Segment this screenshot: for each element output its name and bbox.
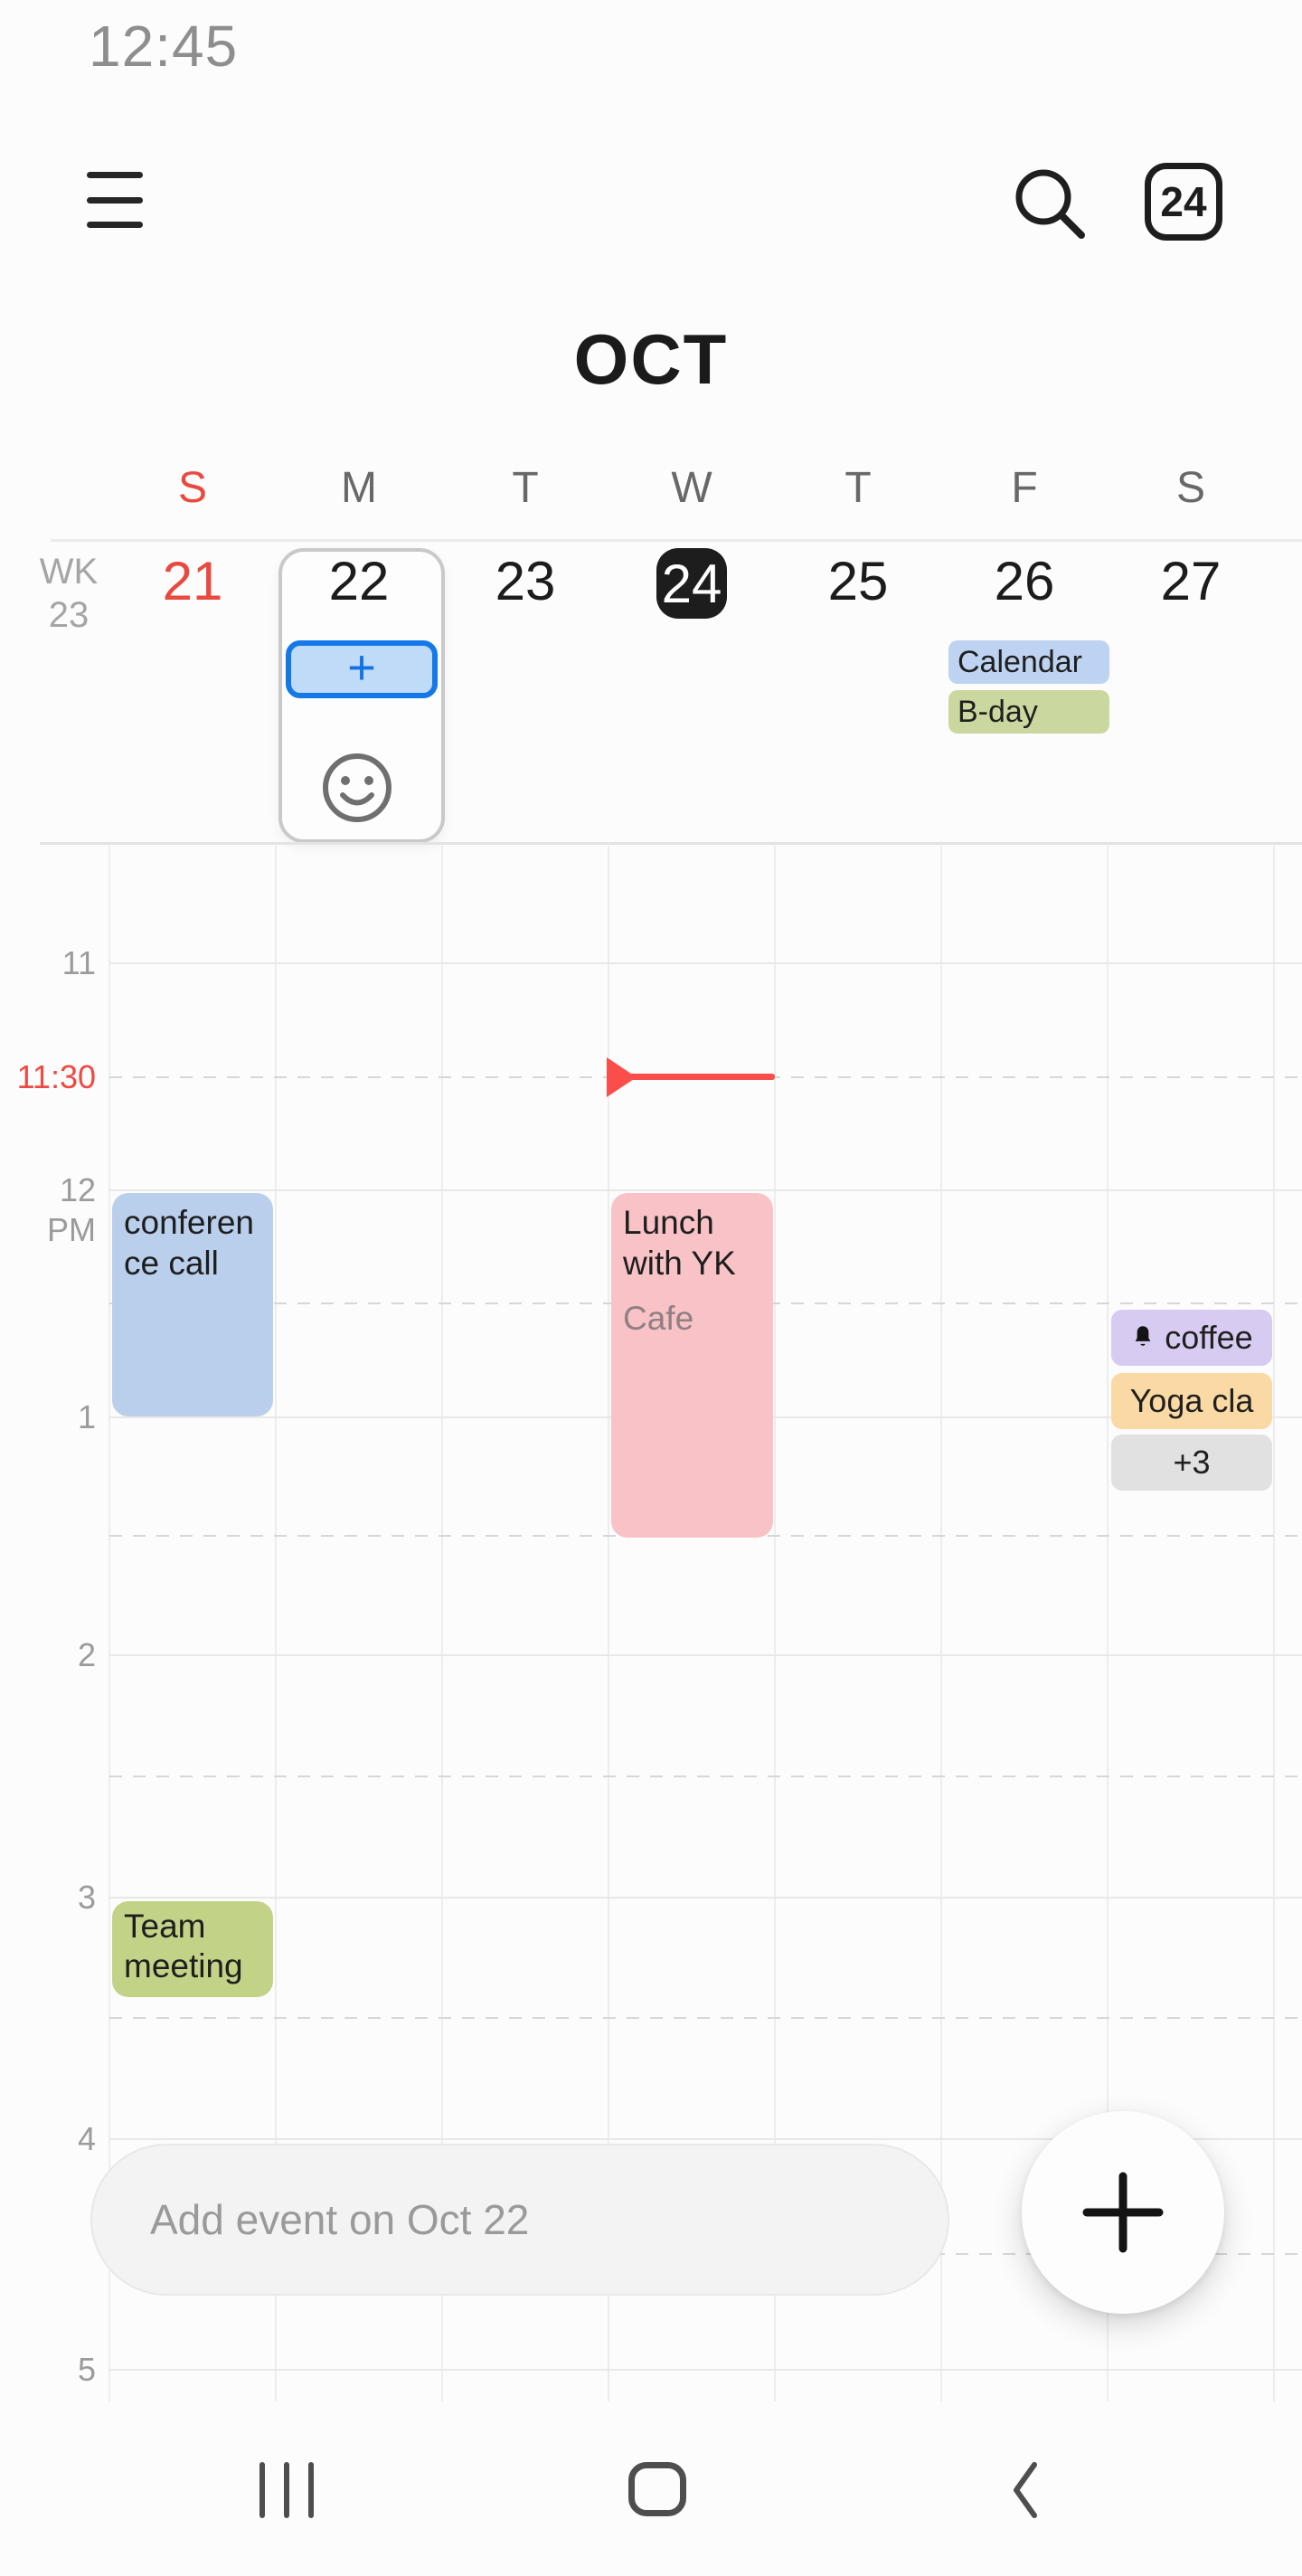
all-day-event-bday[interactable]: B-day: [948, 690, 1109, 734]
hour-gridline-12: [109, 1189, 1302, 1191]
hour-gridline-2: [109, 1654, 1302, 1656]
smiley-face-icon: [323, 753, 392, 822]
event-chip-yoga-class[interactable]: Yoga cla: [1111, 1373, 1272, 1429]
week-number-label: WK 23: [36, 550, 101, 637]
date-cell-23[interactable]: 23: [495, 551, 556, 611]
hamburger-menu-icon: [87, 196, 143, 204]
weekday-header-tue: T: [512, 464, 539, 512]
weekday-header-wed: W: [671, 464, 712, 512]
weekday-header-sat: S: [1175, 464, 1205, 512]
recent-apps-icon: [308, 2462, 314, 2518]
grid-column-line: [774, 846, 776, 2401]
hour-gridline-11: [109, 962, 1302, 964]
more-events-chip[interactable]: +3: [1111, 1435, 1272, 1491]
date-cell-26[interactable]: 26: [994, 551, 1055, 611]
all-day-event-calendar[interactable]: Calendar: [948, 640, 1109, 684]
hour-gridline-3: [109, 1897, 1302, 1899]
date-cell-24-today[interactable]: 24: [656, 548, 727, 619]
back-button[interactable]: [1009, 2460, 1042, 2520]
grid-column-line: [1107, 846, 1109, 2401]
add-sticker-button[interactable]: [320, 751, 394, 825]
event-lunch-with-yk[interactable]: Lunch with YK Cafe: [611, 1193, 773, 1538]
weekday-header-sun: S: [177, 464, 207, 512]
month-title: OCT: [573, 319, 729, 399]
grid-column-line: [1273, 846, 1275, 2401]
current-time-line: [609, 1074, 775, 1080]
week-label-text: WK: [39, 552, 99, 592]
plus-icon: [1082, 2172, 1164, 2253]
new-event-fab[interactable]: [1022, 2111, 1224, 2314]
week-strip-divider: [40, 842, 1302, 845]
hour-label-3: 3: [77, 1879, 96, 1916]
half-hour-gridline-230: [109, 1776, 1302, 1777]
today-date-number: 24: [661, 553, 722, 614]
grid-column-line: [608, 846, 609, 2401]
navigation-drawer-button[interactable]: [87, 170, 148, 230]
add-event-suggestion-bar[interactable]: Add event on Oct 22: [90, 2144, 949, 2296]
hour-gridline-4: [109, 2138, 1302, 2140]
date-cell-25[interactable]: 25: [827, 551, 889, 611]
more-events-count: +3: [1173, 1444, 1211, 1481]
weekday-header-fri: F: [1011, 464, 1038, 512]
current-time-label: 11:30: [16, 1058, 96, 1095]
grid-column-line: [108, 846, 110, 2401]
event-chip-title: Yoga cla: [1129, 1382, 1254, 1419]
hour-label-5: 5: [77, 2351, 96, 2388]
hour-label-4: 4: [77, 2120, 96, 2157]
event-conference-call[interactable]: conference call: [112, 1193, 273, 1416]
weekday-header-thu: T: [844, 464, 872, 512]
date-cell-22-selected[interactable]: 22: [328, 551, 390, 611]
search-icon: [1015, 169, 1085, 239]
event-chip-coffee[interactable]: coffee: [1111, 1310, 1272, 1366]
weekday-header-mon: M: [341, 464, 377, 512]
recent-apps-icon: [259, 2462, 265, 2518]
header-divider: [51, 539, 1302, 542]
event-chip-title: coffee: [1165, 1319, 1253, 1356]
week-number-value: 23: [48, 595, 90, 635]
event-title: Lunch with YK: [623, 1204, 736, 1282]
hour-label-12: 12: [59, 1171, 96, 1208]
event-title: Team meeting: [124, 1908, 243, 1984]
all-day-event-title: Calendar: [958, 644, 1082, 679]
search-button[interactable]: [1009, 163, 1090, 246]
date-cell-21[interactable]: 21: [162, 551, 223, 611]
hour-label-11: 11: [61, 944, 96, 981]
add-event-placeholder: Add event on Oct 22: [150, 2196, 530, 2243]
today-button-date: 24: [1160, 178, 1207, 225]
hour-label-1: 1: [77, 1398, 96, 1435]
go-to-today-button[interactable]: 24: [1145, 163, 1222, 241]
event-title: conference call: [124, 1204, 254, 1282]
half-hour-gridline-330: [109, 2017, 1302, 2019]
add-event-quick-button[interactable]: +: [286, 640, 438, 698]
home-button[interactable]: [628, 2462, 686, 2516]
hour-label-2: 2: [77, 1636, 96, 1673]
hamburger-menu-icon: [87, 172, 143, 178]
date-cell-27[interactable]: 27: [1160, 551, 1222, 611]
hour-gridline-5: [109, 2369, 1302, 2371]
bell-icon: [1135, 1326, 1151, 1346]
event-location: Cafe: [623, 1300, 694, 1337]
meridiem-label: PM: [47, 1211, 96, 1248]
recent-apps-icon: [284, 2462, 289, 2518]
grid-column-line: [275, 846, 277, 2401]
grid-column-line: [940, 846, 942, 2401]
status-bar-time: 12:45: [89, 14, 239, 79]
recents-button[interactable]: [259, 2462, 314, 2518]
all-day-event-title: B-day: [958, 694, 1038, 729]
grid-column-line: [441, 846, 443, 2401]
back-chevron-icon: [1014, 2462, 1037, 2518]
hamburger-menu-icon: [87, 222, 143, 228]
event-team-meeting[interactable]: Team meeting: [112, 1901, 273, 1997]
current-time-marker-icon: [607, 1057, 637, 1097]
